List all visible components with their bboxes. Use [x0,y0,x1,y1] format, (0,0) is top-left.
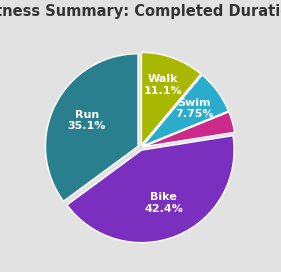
Wedge shape [46,54,138,201]
Text: Swim
7.75%: Swim 7.75% [175,98,214,119]
Wedge shape [143,112,235,147]
Text: Walk
11.1%: Walk 11.1% [144,74,183,96]
Text: Run
35.1%: Run 35.1% [68,110,106,131]
Text: Bike
42.4%: Bike 42.4% [144,192,183,214]
Wedge shape [67,136,234,243]
Wedge shape [143,75,228,146]
Wedge shape [141,52,201,145]
Title: Fitness Summary: Completed Duration: Fitness Summary: Completed Duration [0,4,281,19]
